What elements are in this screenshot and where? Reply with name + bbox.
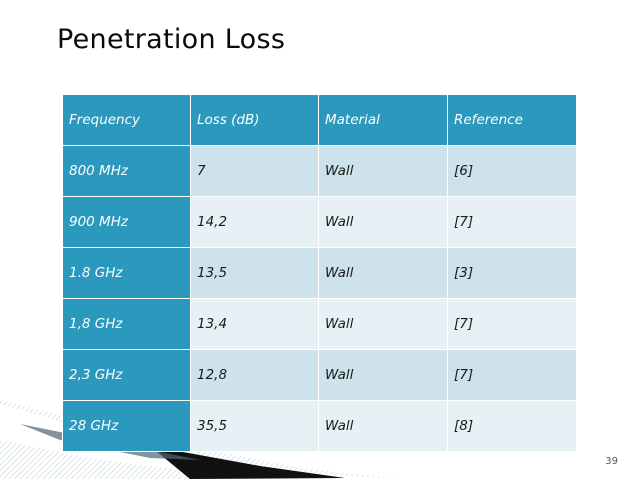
cell-reference: [7] (447, 349, 577, 401)
cell-loss: 13,4 (190, 298, 319, 350)
table-row: 900 MHz 14,2 Wall [7] (62, 196, 577, 248)
page-number: 39 (605, 456, 618, 467)
cell-material: Wall (318, 145, 448, 197)
header-frequency: Frequency (62, 94, 191, 146)
cell-loss: 13,5 (190, 247, 319, 299)
cell-reference: [8] (447, 400, 577, 452)
cell-frequency: 1.8 GHz (62, 247, 191, 299)
cell-material: Wall (318, 196, 448, 248)
cell-material: Wall (318, 298, 448, 350)
cell-reference: [7] (447, 298, 577, 350)
cell-frequency: 900 MHz (62, 196, 191, 248)
table-row: 1,8 GHz 13,4 Wall [7] (62, 298, 577, 350)
table-row: 28 GHz 35,5 Wall [8] (62, 400, 577, 452)
slide-title: Penetration Loss (57, 24, 286, 55)
header-loss: Loss (dB) (190, 94, 319, 146)
table-header-row: Frequency Loss (dB) Material Reference (62, 94, 577, 146)
table-row: 2,3 GHz 12,8 Wall [7] (62, 349, 577, 401)
cell-material: Wall (318, 400, 448, 452)
header-reference: Reference (447, 94, 577, 146)
cell-reference: [3] (447, 247, 577, 299)
table-row: 800 MHz 7 Wall [6] (62, 145, 577, 197)
cell-material: Wall (318, 349, 448, 401)
cell-loss: 7 (190, 145, 319, 197)
cell-frequency: 1,8 GHz (62, 298, 191, 350)
cell-frequency: 2,3 GHz (62, 349, 191, 401)
penetration-loss-table: Frequency Loss (dB) Material Reference 8… (62, 94, 577, 452)
header-material: Material (318, 94, 448, 146)
cell-frequency: 800 MHz (62, 145, 191, 197)
cell-reference: [6] (447, 145, 577, 197)
cell-material: Wall (318, 247, 448, 299)
cell-frequency: 28 GHz (62, 400, 191, 452)
cell-loss: 35,5 (190, 400, 319, 452)
cell-loss: 12,8 (190, 349, 319, 401)
cell-loss: 14,2 (190, 196, 319, 248)
table-row: 1.8 GHz 13,5 Wall [3] (62, 247, 577, 299)
cell-reference: [7] (447, 196, 577, 248)
